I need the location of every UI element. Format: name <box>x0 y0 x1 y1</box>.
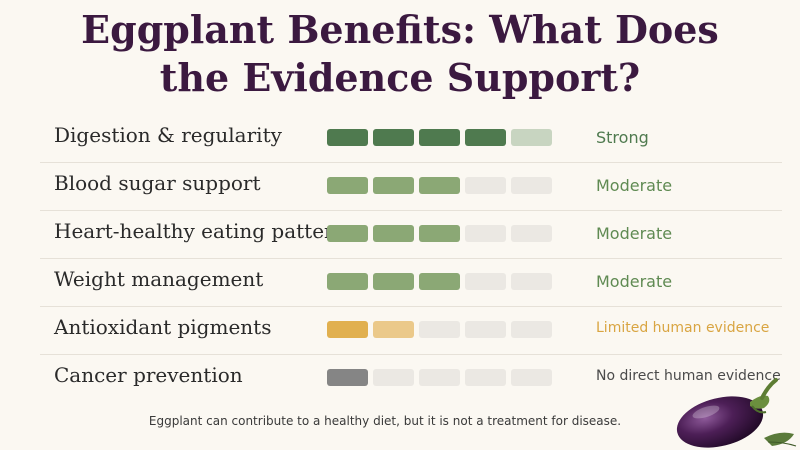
evidence-segment <box>373 369 414 386</box>
evidence-segment <box>465 177 506 194</box>
evidence-row: Cancer prevention No direct human eviden… <box>40 355 782 402</box>
evidence-segment <box>419 273 460 290</box>
evidence-segment <box>327 225 368 242</box>
evidence-level: Moderate <box>596 272 673 291</box>
evidence-segment <box>511 321 552 338</box>
evidence-row: Heart-healthy eating pattern Moderate <box>40 211 782 259</box>
evidence-level: Moderate <box>596 176 673 195</box>
evidence-segment <box>465 321 506 338</box>
evidence-segment <box>511 225 552 242</box>
evidence-segment <box>327 369 368 386</box>
evidence-segment <box>419 225 460 242</box>
title-line-1: Eggplant Benefits: What Does <box>81 7 719 52</box>
evidence-segment <box>511 129 552 146</box>
benefit-label: Antioxidant pigments <box>54 315 272 339</box>
evidence-segment <box>511 369 552 386</box>
evidence-segment <box>373 225 414 242</box>
benefit-label: Digestion & regularity <box>54 123 282 147</box>
evidence-segment <box>327 273 368 290</box>
evidence-table: Digestion & regularity Strong Blood suga… <box>40 115 782 402</box>
evidence-segment <box>419 369 460 386</box>
evidence-row: Blood sugar support Moderate <box>40 163 782 211</box>
evidence-segment <box>465 369 506 386</box>
evidence-segment <box>327 321 368 338</box>
disclaimer-note: Eggplant can contribute to a healthy die… <box>148 414 622 428</box>
evidence-row: Weight management Moderate <box>40 259 782 307</box>
evidence-meter <box>327 321 552 338</box>
eggplant-icon <box>676 378 797 448</box>
evidence-segment <box>511 177 552 194</box>
evidence-level: Limited human evidence <box>596 320 770 336</box>
benefit-label: Heart-healthy eating pattern <box>54 219 347 243</box>
evidence-row: Digestion & regularity Strong <box>40 115 782 163</box>
evidence-segment <box>327 129 368 146</box>
evidence-meter <box>327 273 552 290</box>
page-title: Eggplant Benefits: What Does the Evidenc… <box>0 6 800 102</box>
evidence-segment <box>373 129 414 146</box>
benefit-label: Cancer prevention <box>54 363 243 387</box>
benefit-label: Blood sugar support <box>54 171 261 195</box>
title-line-2: the Evidence Support? <box>159 55 641 100</box>
evidence-segment <box>419 321 460 338</box>
evidence-meter <box>327 369 552 386</box>
evidence-segment <box>465 225 506 242</box>
evidence-segment <box>511 273 552 290</box>
evidence-row: Antioxidant pigments Limited human evide… <box>40 307 782 355</box>
evidence-segment <box>419 129 460 146</box>
evidence-meter <box>327 225 552 242</box>
benefit-label: Weight management <box>54 267 264 291</box>
evidence-segment <box>373 177 414 194</box>
evidence-segment <box>419 177 460 194</box>
evidence-segment <box>465 273 506 290</box>
evidence-segment <box>373 321 414 338</box>
evidence-meter <box>327 129 552 146</box>
evidence-segment <box>327 177 368 194</box>
evidence-meter <box>327 177 552 194</box>
evidence-level: Moderate <box>596 224 673 243</box>
evidence-level: Strong <box>596 128 649 147</box>
evidence-segment <box>465 129 506 146</box>
evidence-level: No direct human evidence <box>596 368 781 384</box>
evidence-segment <box>373 273 414 290</box>
